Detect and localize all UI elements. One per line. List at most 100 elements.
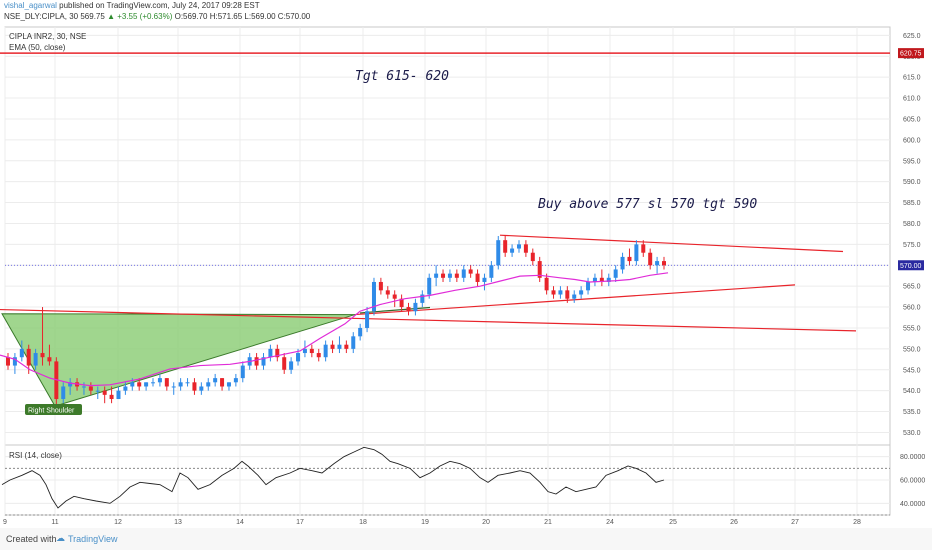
rsi-tick-label: 60.0000: [900, 478, 925, 485]
candle-body: [309, 348, 314, 354]
candle: [12, 353, 17, 374]
candle-body: [503, 240, 508, 253]
candle: [164, 378, 169, 391]
candle: [144, 382, 149, 391]
candle-body: [26, 348, 31, 366]
main-pane-title: CIPLA INR2, 30, NSE: [9, 32, 87, 41]
candle-body: [178, 382, 183, 387]
candle: [599, 269, 604, 287]
x-tick-label: 14: [236, 519, 244, 526]
author-link[interactable]: vishal_agarwal: [4, 1, 57, 10]
rsi-tick-label: 40.0000: [900, 501, 925, 508]
price-label-bg: [898, 48, 924, 59]
candle: [489, 261, 494, 282]
y-tick-label: 610.0: [903, 96, 921, 103]
candle: [185, 378, 190, 387]
candle-body: [157, 378, 162, 383]
candle-body: [468, 269, 473, 274]
candle-body: [220, 378, 225, 387]
rsi-line: [1, 446, 665, 509]
candle-body: [282, 357, 287, 370]
candle: [662, 256, 666, 270]
candle-body: [40, 353, 45, 358]
candle-body: [358, 327, 363, 337]
tradingview-brand[interactable]: TradingView: [68, 534, 118, 544]
y-tick-label: 590.0: [903, 179, 921, 186]
candle-body: [592, 277, 597, 282]
y-tick-label: 595.0: [903, 158, 921, 165]
x-tick-label: 27: [791, 519, 799, 526]
candle: [461, 265, 466, 282]
candle: [537, 256, 542, 282]
candle-body: [33, 353, 38, 366]
candle: [627, 248, 632, 266]
price-label-text: 620.75: [900, 51, 922, 58]
candle: [434, 265, 439, 287]
candle: [655, 256, 660, 274]
candle-body: [586, 281, 591, 291]
candle: [620, 252, 625, 274]
right-shoulder-label-text: Right Shoulder: [28, 408, 75, 415]
y-tick-label: 550.0: [903, 346, 921, 353]
annotation-target: Tgt 615- 620: [355, 69, 449, 84]
trendline: [354, 284, 796, 316]
candle: [192, 378, 197, 395]
candle-body: [537, 261, 542, 278]
candle: [47, 344, 52, 366]
right-shoulder-label: Right Shoulder: [25, 404, 82, 415]
symbol-label: NSE_DLY:CIPLA, 30: [4, 12, 79, 21]
price-change: ▲ +3.55 (+0.63%): [107, 12, 173, 21]
candle: [102, 386, 107, 404]
candle: [199, 382, 204, 395]
published-text: published on TradingView.com, July 24, 2…: [59, 1, 260, 10]
candle-body: [337, 344, 342, 349]
ema-legend: EMA (50, close): [9, 43, 66, 52]
candle: [378, 277, 383, 295]
candle-body: [171, 386, 176, 388]
candle-body: [192, 382, 197, 391]
candle-body: [302, 348, 307, 354]
candle-body: [371, 281, 376, 312]
candle-body: [268, 348, 273, 358]
candle: [454, 269, 459, 282]
candle: [447, 269, 452, 282]
y-tick-label: 555.0: [903, 325, 921, 332]
candle-body: [226, 382, 231, 387]
candle: [33, 348, 38, 370]
header-published-line: vishal_agarwal published on TradingView.…: [4, 1, 260, 10]
y-tick-label: 575.0: [903, 242, 921, 249]
candle-body: [109, 394, 114, 400]
candle: [68, 378, 73, 395]
candle-body: [164, 378, 169, 387]
candle-body: [240, 365, 245, 379]
y-tick-label: 600.0: [903, 137, 921, 144]
candle-body: [351, 336, 356, 349]
candle-body: [330, 344, 335, 349]
candle-body: [399, 298, 404, 308]
candle: [226, 382, 231, 391]
candle-body: [199, 386, 204, 391]
candle: [6, 353, 10, 370]
candle-body: [385, 290, 390, 295]
candle-body: [88, 386, 93, 391]
candle-body: [102, 390, 107, 395]
y-tick-label: 540.0: [903, 388, 921, 395]
candle-body: [420, 294, 425, 303]
candle: [475, 269, 480, 287]
candle-body: [344, 344, 349, 349]
candle: [371, 277, 376, 316]
y-tick-label: 615.0: [903, 75, 921, 82]
candle-body: [565, 290, 570, 299]
candle-body: [144, 382, 149, 387]
candle: [309, 344, 314, 358]
x-tick-label: 9: [3, 519, 7, 526]
tradingview-logo-icon[interactable]: ☁: [56, 533, 65, 543]
candle: [606, 273, 611, 287]
y-tick-label: 560.0: [903, 305, 921, 312]
x-tick-label: 21: [544, 519, 552, 526]
candle: [544, 273, 549, 295]
candle: [441, 269, 446, 282]
candle: [109, 386, 114, 404]
candle-body: [634, 244, 639, 262]
